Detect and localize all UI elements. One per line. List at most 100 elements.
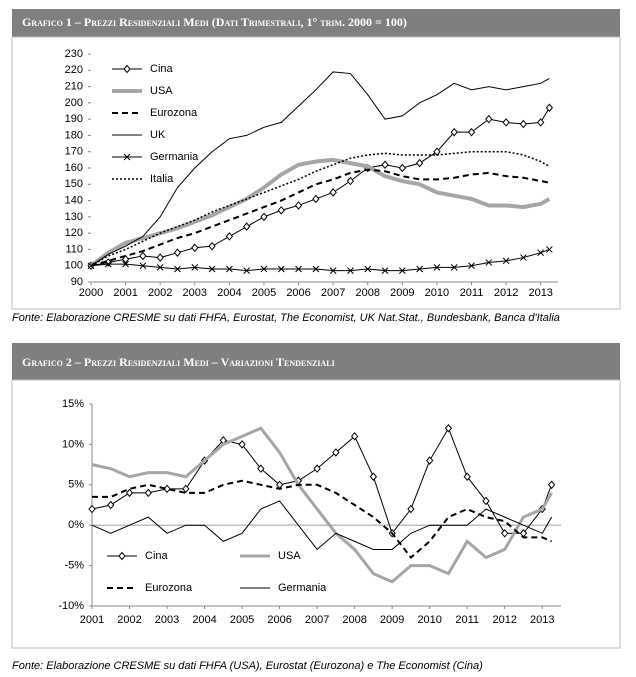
y-tick-label: 120 — [65, 227, 83, 239]
marker — [277, 206, 285, 215]
marker — [156, 263, 164, 271]
marker — [350, 432, 359, 441]
marker — [501, 529, 509, 538]
x-tick-label: 2005 — [252, 287, 276, 299]
marker — [450, 127, 458, 137]
x-tick-label: 2007 — [305, 614, 329, 626]
marker — [537, 118, 545, 127]
marker — [191, 243, 199, 253]
series-line — [89, 157, 551, 268]
marker — [191, 263, 199, 271]
series-line — [90, 248, 550, 272]
marker — [545, 246, 553, 253]
series-line — [91, 426, 553, 584]
marker — [485, 114, 493, 124]
x-tick-label: 2002 — [148, 287, 172, 299]
marker — [502, 118, 510, 127]
marker — [107, 500, 115, 510]
series-line — [90, 168, 550, 267]
marker — [173, 248, 182, 257]
marker — [174, 265, 181, 273]
x-tick-label: 2010 — [417, 614, 441, 626]
x-tick-label: 2000 — [79, 287, 103, 299]
marker — [226, 265, 233, 273]
x-tick-label: 2005 — [230, 614, 254, 626]
x-tick-label: 2003 — [183, 287, 207, 299]
x-tick-label: 2002 — [117, 614, 141, 626]
header-bar — [12, 343, 620, 380]
marker — [123, 153, 131, 161]
marker — [329, 267, 337, 274]
marker — [537, 249, 545, 257]
marker — [313, 464, 321, 473]
y-tick-label: 0% — [68, 519, 84, 531]
y-tick-label: 15% — [62, 398, 84, 410]
x-tick-label: 2007 — [321, 287, 345, 299]
marker — [332, 448, 340, 457]
marker — [482, 496, 490, 506]
marker — [125, 488, 134, 498]
y-tick-label: 170 — [65, 146, 83, 158]
marker — [243, 267, 251, 274]
x-tick-label: 2012 — [494, 287, 518, 299]
marker — [519, 119, 528, 129]
series-line — [90, 107, 550, 267]
marker — [547, 480, 556, 490]
legend-label: Germania — [278, 582, 327, 594]
x-tick-label: 2003 — [155, 614, 179, 626]
marker — [369, 472, 378, 481]
legend-label: UK — [150, 129, 166, 141]
marker — [208, 265, 216, 273]
marker — [156, 253, 164, 262]
marker — [225, 232, 234, 241]
marker — [294, 201, 303, 210]
y-tick-label: 230 — [65, 48, 83, 60]
marker — [463, 472, 471, 481]
x-tick-label: 2013 — [528, 287, 552, 299]
marker — [295, 265, 302, 273]
marker — [260, 265, 268, 273]
x-tick-label: 2004 — [217, 287, 241, 299]
x-tick-label: 2009 — [390, 287, 414, 299]
marker — [257, 464, 265, 473]
legend-label: USA — [278, 550, 301, 562]
marker — [277, 265, 285, 273]
marker — [122, 260, 129, 268]
y-tick-label: 140 — [65, 194, 83, 206]
x-tick-label: 2013 — [530, 614, 554, 626]
marker — [347, 267, 354, 274]
x-tick-label: 2012 — [492, 614, 516, 626]
chart-frame — [11, 36, 621, 310]
y-tick-label: 190 — [65, 113, 83, 125]
legend-label: USA — [150, 85, 173, 97]
series-line — [90, 71, 550, 267]
source-note: Fonte: Elaborazione CRESME su dati FHFA,… — [12, 312, 560, 324]
x-tick-label: 2008 — [342, 614, 366, 626]
y-tick-label: 210 — [65, 80, 83, 92]
marker — [433, 263, 441, 271]
marker — [260, 212, 268, 222]
y-tick-label: 10% — [62, 438, 84, 450]
marker — [104, 260, 112, 268]
x-tick-label: 2011 — [455, 614, 479, 626]
x-tick-label: 2008 — [355, 287, 379, 299]
chart-title: Grafico 1 – Prezzi Residenziali Medi (Da… — [22, 15, 407, 29]
marker — [121, 254, 130, 264]
marker — [208, 241, 216, 251]
marker — [123, 64, 131, 74]
y-tick-label: 180 — [65, 129, 83, 141]
x-tick-label: 2001 — [80, 614, 104, 626]
marker — [381, 160, 389, 170]
marker — [416, 265, 423, 273]
marker — [381, 267, 389, 274]
marker — [139, 251, 147, 261]
marker — [467, 127, 476, 137]
marker — [520, 254, 527, 261]
marker — [364, 265, 372, 273]
marker — [415, 158, 424, 168]
marker — [545, 103, 554, 113]
legend-label: Italia — [150, 173, 174, 185]
series-line — [90, 150, 550, 267]
series-line — [91, 500, 553, 551]
